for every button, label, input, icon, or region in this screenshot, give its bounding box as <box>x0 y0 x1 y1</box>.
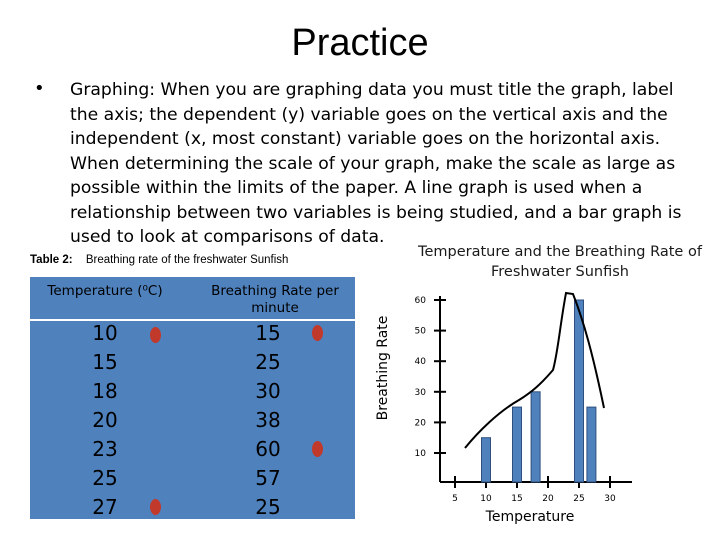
bullet-icon: • <box>34 78 45 99</box>
bar <box>512 406 522 483</box>
table-header-breathing-rate: Breathing Rate per minute <box>211 283 339 316</box>
rate-cell: 25 <box>255 495 281 519</box>
bar <box>586 406 597 483</box>
temp-cell: 15 <box>92 350 118 374</box>
temp-cell: 20 <box>92 408 118 432</box>
slide-title: Practice <box>291 22 429 64</box>
x-tick-label: 25 <box>573 494 584 504</box>
chart-title: Temperature and the Breathing Rate of Fr… <box>418 244 702 280</box>
temp-cell: 23 <box>92 437 118 461</box>
highlight-dot-marker <box>150 499 161 515</box>
x-axis-label: Temperature <box>485 509 575 525</box>
table-caption-number: Table 2: <box>30 254 73 266</box>
x-tick-label: 15 <box>511 494 522 504</box>
rate-cell: 38 <box>255 408 281 432</box>
rate-cell: 60 <box>255 437 281 461</box>
temp-cell: 25 <box>92 466 118 490</box>
temp-cell: 10 <box>92 321 118 345</box>
x-tick-label: 10 <box>480 494 492 504</box>
rate-cell: 25 <box>255 350 281 374</box>
rate-cell: 57 <box>255 466 281 490</box>
table-header-divider <box>30 319 355 321</box>
temp-cell: 27 <box>92 495 118 519</box>
bullet-text: Graphing: When you are graphing data you… <box>70 80 682 247</box>
y-tick-label: 50 <box>415 327 427 337</box>
table-caption: Table 2: Breathing rate of the freshwate… <box>30 254 288 266</box>
y-tick-label: 20 <box>415 418 427 428</box>
y-tick-label: 30 <box>415 388 427 398</box>
y-tick-label: 60 <box>415 296 427 306</box>
trend-curve <box>464 291 605 449</box>
table-header-temperature: Temperature (⁰C) <box>47 283 163 299</box>
highlight-dot-marker <box>150 327 161 343</box>
highlight-dot-marker <box>312 325 323 341</box>
x-tick-label: 5 <box>452 494 458 504</box>
x-tick-label: 30 <box>604 494 616 504</box>
y-tick-label: 10 <box>415 449 427 459</box>
temp-cell: 18 <box>92 379 118 403</box>
y-tick-label: 40 <box>415 357 427 367</box>
data-table: Temperature (⁰C) Breathing Rate per minu… <box>30 277 355 519</box>
table-caption-text: Breathing rate of the freshwater Sunfish <box>85 254 289 266</box>
bar <box>574 299 584 483</box>
rate-cell: 15 <box>255 321 281 345</box>
highlight-dot-marker <box>312 441 323 457</box>
bar <box>481 437 491 483</box>
bar <box>530 391 541 483</box>
x-tick-label: 20 <box>542 494 554 504</box>
rate-cell: 30 <box>255 379 281 403</box>
